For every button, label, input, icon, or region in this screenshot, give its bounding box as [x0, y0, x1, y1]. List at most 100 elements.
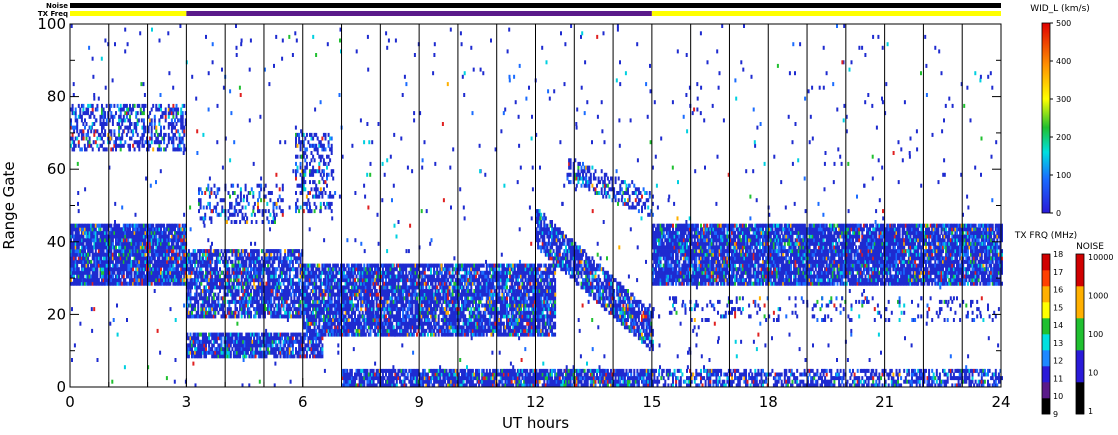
scatter-cell: [152, 270, 155, 275]
scatter-cell: [312, 136, 315, 141]
scatter-cell: [312, 347, 315, 352]
scatter-cell: [377, 325, 380, 330]
scatter-cell: [91, 245, 94, 250]
scatter-cell: [405, 328, 408, 333]
scatter-cell: [423, 278, 426, 283]
scatter-cell: [295, 136, 297, 141]
scatter-cell: [110, 147, 113, 152]
scatter-cell: [107, 241, 110, 246]
scatter-cell: [426, 274, 429, 279]
scatter-cell: [208, 336, 211, 341]
scatter-cell: [141, 125, 144, 130]
scatter-cell: [360, 321, 363, 326]
scatter-cell: [180, 118, 183, 123]
scatter-cell: [175, 259, 178, 264]
scatter-cell: [301, 267, 304, 272]
scatter-cell: [70, 227, 72, 232]
scatter-cell: [239, 187, 242, 192]
scatter-cell: [255, 220, 258, 224]
scatter-cell: [276, 278, 279, 283]
scatter-cell: [347, 325, 350, 330]
scatter-cell: [392, 285, 395, 290]
scatter-cell: [298, 289, 301, 293]
scatter-cell: [253, 278, 256, 283]
scatter-cell: [181, 111, 184, 116]
scatter-cell: [163, 263, 166, 268]
scatter-cell: [369, 307, 372, 312]
scatter-cell: [226, 310, 229, 315]
scatter-cell: [267, 256, 270, 261]
scatter-cell: [138, 249, 141, 254]
scatter-cell: [350, 270, 353, 275]
scatter-cell: [304, 321, 307, 326]
scatter-cell: [203, 347, 206, 352]
scatter-cell: [392, 325, 395, 330]
scatter-cell: [260, 350, 263, 355]
scatter-cell: [350, 263, 353, 268]
scatter-cell: [309, 270, 311, 275]
scatter-cell: [127, 238, 130, 243]
scatter-cell: [400, 296, 403, 301]
scatter-cell: [169, 238, 172, 243]
scatter-cell: [279, 274, 282, 279]
scatter-cell: [237, 332, 240, 337]
scatter-cell: [340, 307, 342, 312]
scatter-cell: [409, 267, 412, 272]
scatter-cell: [84, 227, 86, 232]
scatter-cell: [230, 205, 233, 210]
scatter-cell: [257, 252, 260, 257]
scatter-cell: [121, 267, 124, 272]
scatter-cell: [209, 274, 212, 279]
scatter-cell: [250, 336, 252, 341]
scatter-cell: [260, 187, 263, 192]
scatter-cell: [229, 292, 232, 297]
scatter-cell: [142, 267, 145, 272]
scatter-cell: [205, 347, 207, 352]
scatter-cell: [268, 270, 271, 275]
scatter-cell: [214, 310, 217, 315]
scatter-cell: [329, 274, 332, 279]
scatter-cell: [129, 245, 131, 250]
scatter-cell: [150, 223, 153, 228]
scatter-cell: [229, 285, 232, 290]
scatter-cell: [130, 249, 133, 254]
scatter-cell: [256, 256, 259, 261]
scatter-cell: [211, 299, 214, 304]
scatter-cell: [264, 183, 267, 188]
scatter-cell: [189, 267, 192, 272]
scatter-cell: [322, 172, 325, 177]
scatter-cell: [130, 122, 133, 126]
scatter-cell: [177, 107, 180, 112]
scatter-cell: [149, 263, 152, 268]
scatter-cell: [80, 270, 83, 275]
scatter-cell: [136, 270, 139, 275]
scatter-cell: [170, 140, 173, 145]
scatter-cell: [99, 249, 102, 254]
scatter-cell: [354, 318, 356, 322]
scatter-cell: [194, 350, 197, 355]
scatter-cell: [340, 318, 342, 322]
scatter-cell: [241, 212, 244, 217]
scatter-cell: [236, 212, 239, 217]
scatter-cell: [310, 281, 313, 286]
scatter-cell: [164, 227, 167, 232]
scatter-cell: [383, 274, 386, 279]
scatter-cell: [251, 256, 254, 261]
scatter-cell: [254, 307, 257, 312]
scatter-cell: [310, 328, 313, 333]
scatter-cell: [198, 296, 201, 301]
scatter-cell: [403, 321, 406, 326]
scatter-cell: [183, 234, 186, 239]
scatter-cell: [73, 223, 76, 228]
scatter-cell: [99, 274, 102, 279]
scatter-cell: [256, 278, 259, 283]
scatter-cell: [94, 238, 97, 243]
scatter-cell: [422, 267, 425, 272]
scatter-cell: [115, 223, 117, 228]
scatter-cell: [321, 347, 324, 352]
scatter-cell: [355, 318, 358, 322]
scatter-cell: [169, 230, 172, 235]
scatter-cell: [298, 343, 301, 348]
scatter-cell: [228, 343, 231, 348]
scatter-cell: [250, 249, 252, 254]
